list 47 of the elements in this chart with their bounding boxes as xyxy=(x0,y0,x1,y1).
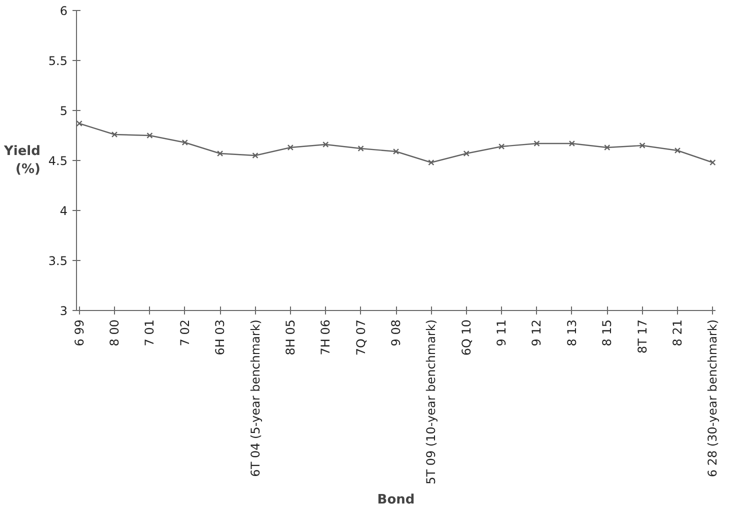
x-tick-label: 5T 09 (10-year benchmark) xyxy=(424,320,438,484)
x-tick-label: 8 15 xyxy=(600,320,614,346)
x-tick-label: 9 11 xyxy=(494,320,509,346)
x-tick-label: 8T 17 xyxy=(635,319,650,354)
point xyxy=(287,144,294,151)
x-tick-label: 9 12 xyxy=(530,320,544,346)
x-tick-label: 8 13 xyxy=(564,320,579,346)
point xyxy=(322,141,329,148)
point xyxy=(639,142,646,149)
x-tick-label: 9 08 xyxy=(389,320,403,346)
y-tick-label: 4.5 xyxy=(48,154,68,168)
point xyxy=(710,159,716,166)
point xyxy=(674,147,681,154)
point xyxy=(568,140,576,147)
x-tick-label: 8 21 xyxy=(670,320,684,346)
x-axis-title: Bond xyxy=(377,492,415,508)
y-tick-label: 3 xyxy=(60,304,68,318)
x-tick-label: 8H 05 xyxy=(283,319,298,356)
x-tick-label: 6Q 10 xyxy=(459,319,474,356)
point xyxy=(76,120,82,127)
point xyxy=(252,152,258,159)
point xyxy=(146,132,153,139)
x-tick-label: 6 28 (30-year benchmark) xyxy=(706,319,720,478)
x-tick-label: 7 01 xyxy=(142,320,157,346)
point xyxy=(392,148,400,155)
point xyxy=(534,140,540,147)
point xyxy=(358,145,364,152)
x-tick-label: 7H 06 xyxy=(318,319,333,356)
x-tick-label: 6T 04 (5-year benchmark) xyxy=(248,319,262,477)
y-tick-label: 3.5 xyxy=(48,254,68,268)
y-tick-label: 4 xyxy=(60,204,68,218)
x-tick-label: 6H 03 xyxy=(213,319,228,356)
y-tick-label: 6 xyxy=(60,4,68,18)
x-tick-label: 6 99 xyxy=(72,320,86,346)
x-tick-label: 7Q 07 xyxy=(354,319,368,356)
point xyxy=(604,144,610,151)
point xyxy=(182,139,188,146)
point xyxy=(428,159,434,166)
y-axis-title: Yield (%) xyxy=(2,144,40,177)
x-tick-label: 7 02 xyxy=(178,320,192,346)
point xyxy=(498,143,505,150)
x-tick-label: 8 00 xyxy=(108,320,122,346)
point xyxy=(111,131,118,138)
point xyxy=(463,150,470,157)
y-tick-label: 5.5 xyxy=(48,54,68,68)
point xyxy=(216,150,224,157)
y-tick-label: 5 xyxy=(60,104,68,118)
